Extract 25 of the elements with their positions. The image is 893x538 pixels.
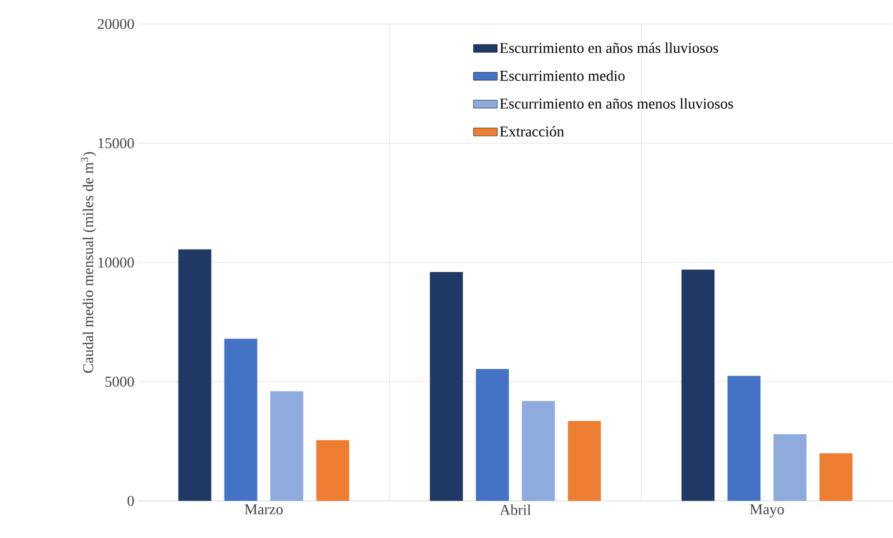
bar: [224, 338, 258, 501]
bar: [178, 249, 212, 501]
legend-label: Escurrimiento medio: [500, 70, 625, 81]
legend-label: Escurrimiento en años más lluviosos: [500, 42, 718, 54]
x-tick-label: Abril: [500, 504, 531, 515]
legend-label: Escurrimiento en años menos lluviosos: [500, 98, 733, 109]
bar: [819, 453, 852, 501]
bar: [270, 391, 304, 501]
x-tick-label: Marzo: [244, 504, 283, 514]
y-tick-label: 20000: [98, 19, 134, 30]
x-tick-label: Mayo: [750, 504, 784, 518]
y-tick-label: 5000: [105, 376, 134, 387]
y-axis-title: Caudal medio mensual (miles de m$^{3}$): [80, 152, 96, 373]
bar: [568, 421, 601, 501]
bar: [316, 440, 350, 501]
legend-label: Extracción: [500, 126, 564, 137]
bar: [430, 272, 463, 501]
bar: [476, 369, 509, 501]
y-tick-label: 0: [128, 496, 134, 506]
y-tick-label: 10000: [98, 257, 134, 268]
bar: [773, 434, 806, 501]
bar: [728, 376, 760, 501]
bar: [522, 401, 555, 501]
bar: [682, 270, 715, 501]
y-tick-label: 15000: [98, 138, 134, 148]
